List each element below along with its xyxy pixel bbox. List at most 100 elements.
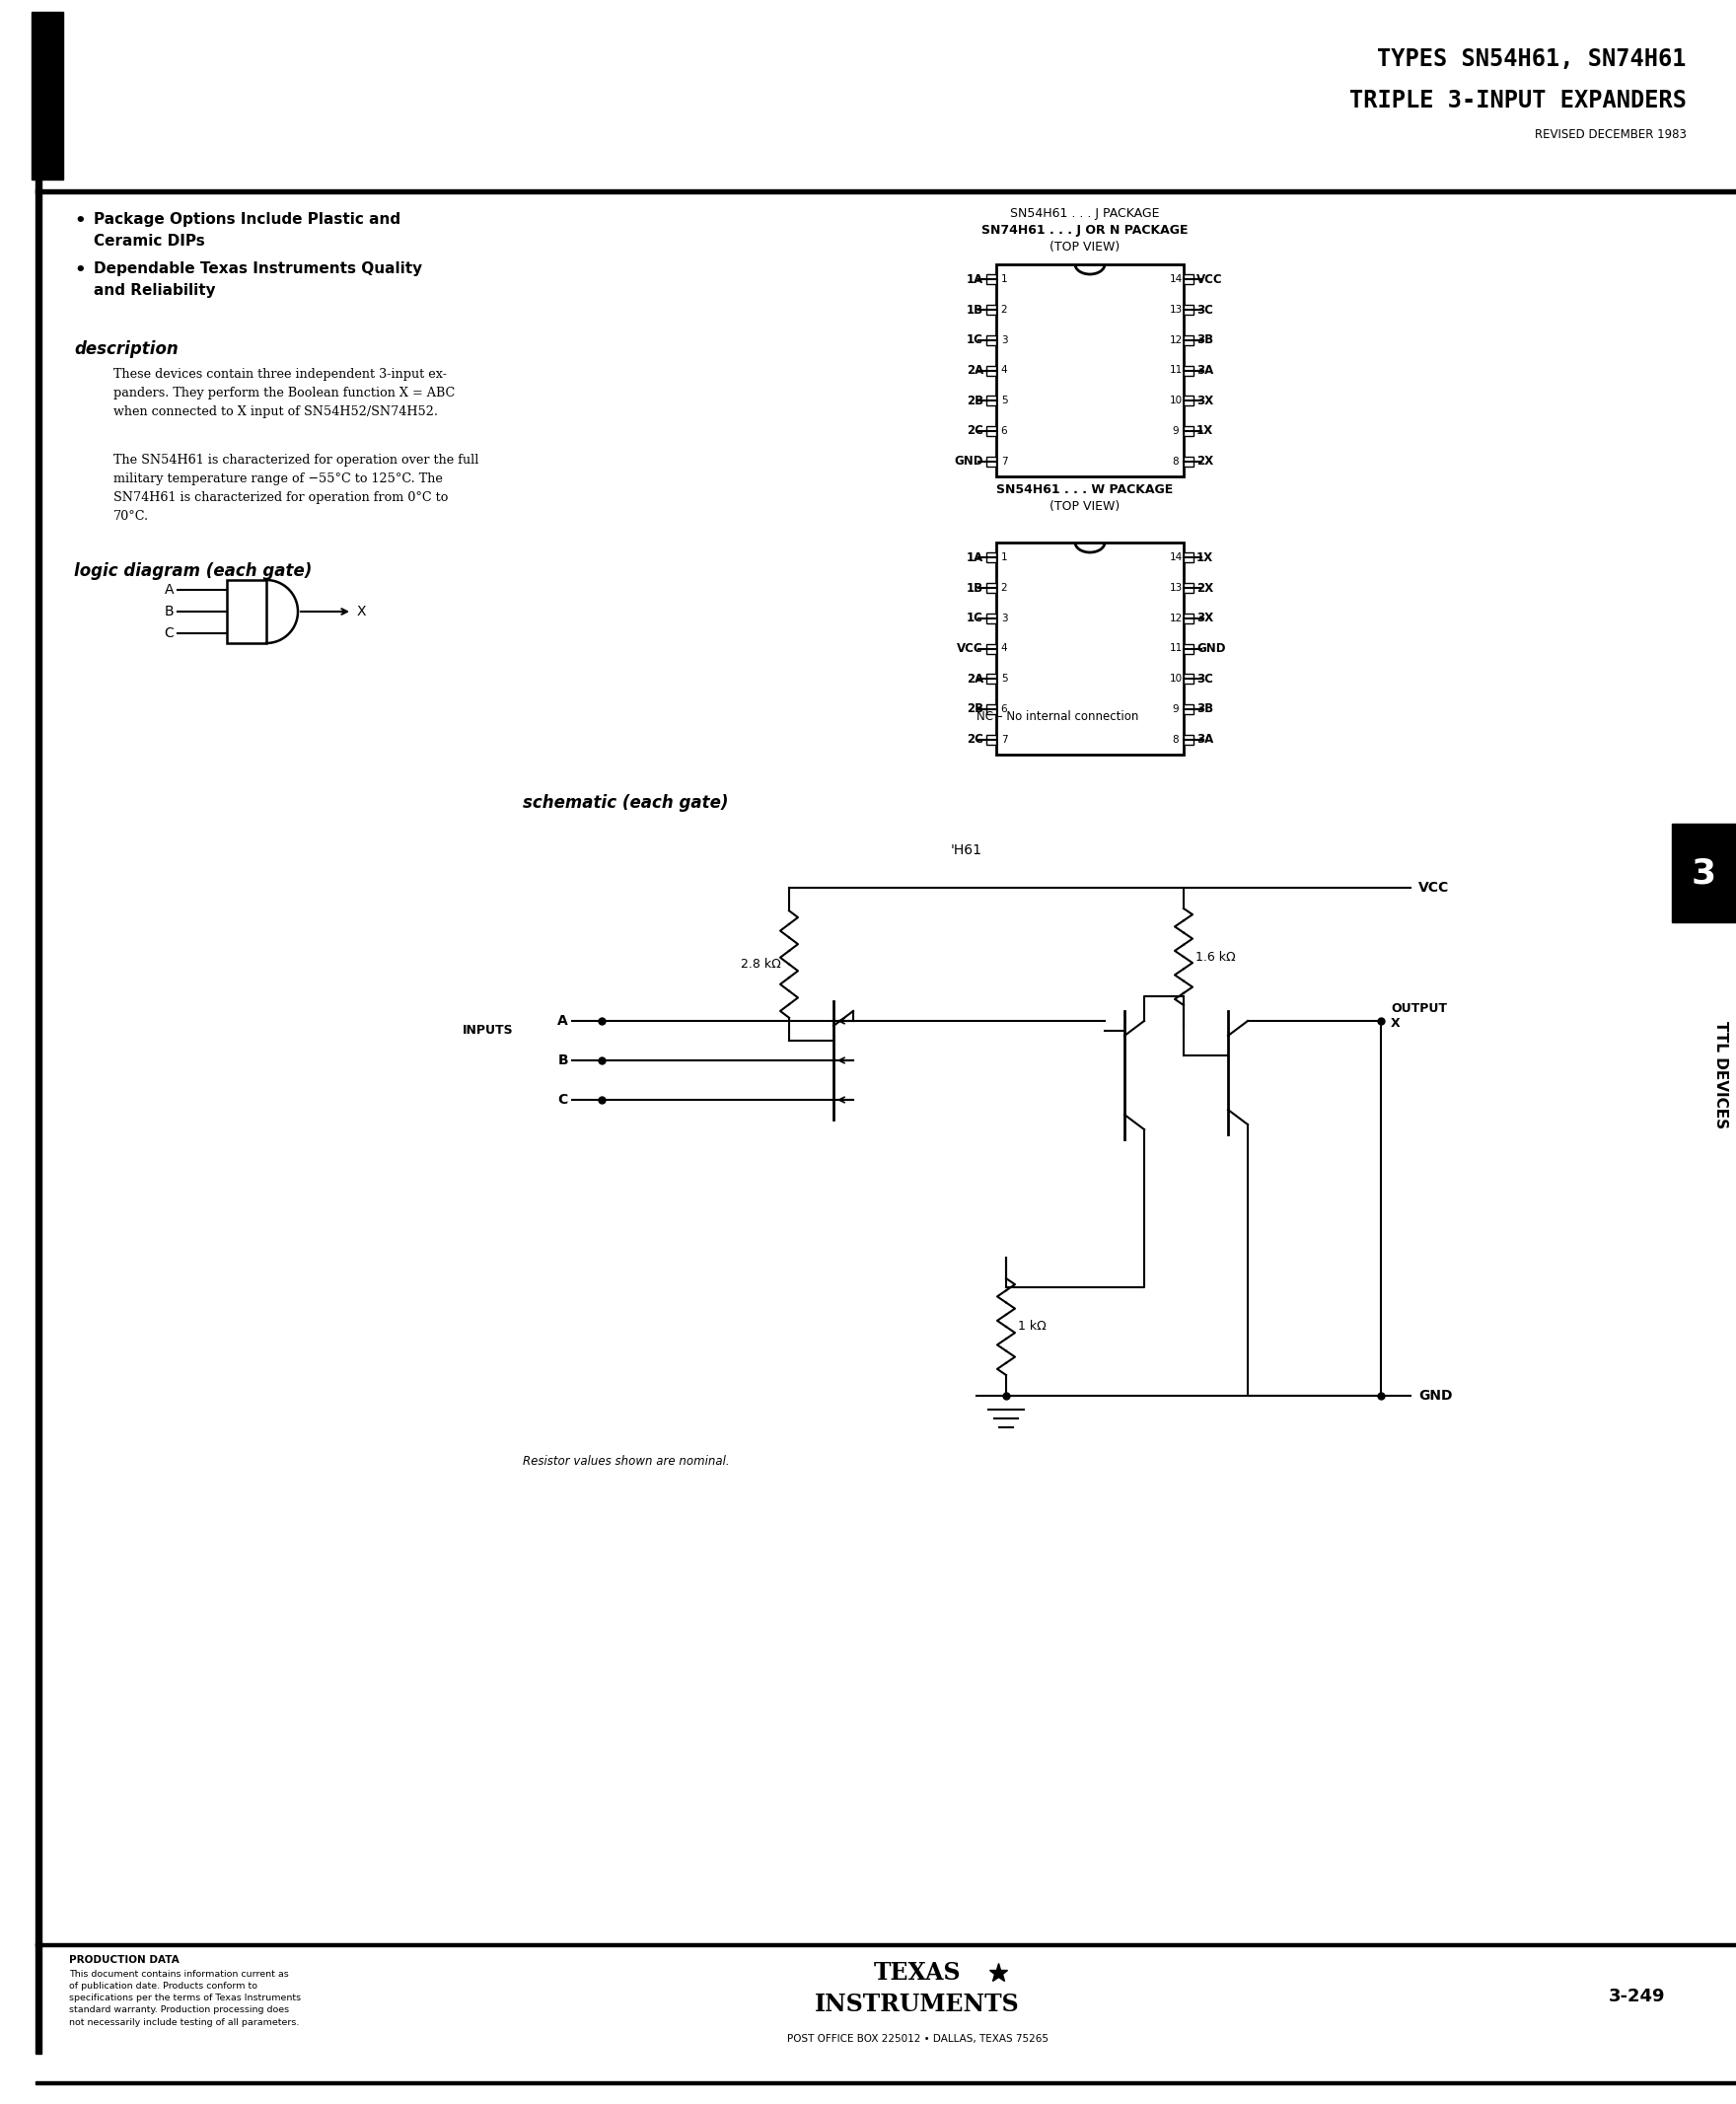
Text: TRIPLE 3-INPUT EXPANDERS: TRIPLE 3-INPUT EXPANDERS (1349, 88, 1687, 112)
Bar (1184, 705, 1194, 713)
Text: 2B: 2B (967, 703, 983, 715)
Bar (1184, 583, 1194, 593)
Text: •: • (75, 261, 85, 280)
Bar (1184, 396, 1194, 406)
Bar (35, 179, 42, 2054)
Text: 13: 13 (1170, 583, 1182, 593)
Text: 6: 6 (1002, 425, 1007, 436)
Text: These devices contain three independent 3-input ex-
panders. They perform the Bo: These devices contain three independent … (113, 368, 455, 419)
Text: 3X: 3X (1196, 393, 1213, 406)
Text: 3: 3 (1002, 614, 1007, 623)
Bar (227, 581, 266, 644)
Text: 6: 6 (1002, 705, 1007, 713)
Text: VCC: VCC (1418, 882, 1450, 894)
Text: PRODUCTION DATA: PRODUCTION DATA (69, 1955, 179, 1965)
Bar (1184, 425, 1194, 436)
Text: 11: 11 (1170, 366, 1182, 375)
Bar (35, 2081, 1736, 2085)
Text: SN74H61 . . . J OR N PACKAGE: SN74H61 . . . J OR N PACKAGE (981, 223, 1189, 238)
Text: •: • (75, 213, 85, 229)
Text: 1B: 1B (967, 581, 983, 593)
Text: 7: 7 (1002, 457, 1007, 467)
Text: 3-249: 3-249 (1609, 1988, 1667, 2005)
Text: TTL DEVICES: TTL DEVICES (1713, 1020, 1729, 1130)
Text: 2C: 2C (967, 425, 983, 438)
Text: GND: GND (1196, 642, 1226, 654)
Bar (986, 276, 996, 284)
Bar (986, 335, 996, 345)
Text: 2: 2 (1002, 583, 1007, 593)
Text: and Reliability: and Reliability (94, 284, 215, 299)
Bar (1184, 366, 1194, 375)
Text: schematic (each gate): schematic (each gate) (523, 793, 729, 812)
Text: 11: 11 (1170, 644, 1182, 654)
Text: REVISED DECEMBER 1983: REVISED DECEMBER 1983 (1535, 128, 1687, 141)
Text: B: B (557, 1054, 568, 1067)
Bar (1184, 734, 1194, 745)
Bar (986, 614, 996, 623)
Bar (986, 644, 996, 654)
Text: 1: 1 (1002, 276, 1007, 284)
Text: logic diagram (each gate): logic diagram (each gate) (75, 562, 312, 581)
Bar (996, 265, 1184, 476)
Bar (1184, 644, 1194, 654)
Bar (986, 673, 996, 684)
Text: POST OFFICE BOX 225012 • DALLAS, TEXAS 75265: POST OFFICE BOX 225012 • DALLAS, TEXAS 7… (786, 2035, 1049, 2043)
Text: 10: 10 (1170, 673, 1182, 684)
Text: 3A: 3A (1196, 364, 1213, 377)
Text: 1C: 1C (967, 335, 983, 347)
Bar (986, 553, 996, 562)
Bar (1672, 823, 1736, 922)
Text: C: C (163, 627, 174, 640)
Bar (986, 734, 996, 745)
Text: 2A: 2A (967, 364, 983, 377)
Text: 3B: 3B (1196, 703, 1213, 715)
Text: 1C: 1C (967, 612, 983, 625)
Text: 3C: 3C (1196, 303, 1213, 316)
Text: 2A: 2A (967, 673, 983, 686)
Text: X: X (358, 604, 366, 619)
Text: 3B: 3B (1196, 335, 1213, 347)
Bar (986, 366, 996, 375)
Text: Package Options Include Plastic and: Package Options Include Plastic and (94, 213, 401, 227)
Text: 10: 10 (1170, 396, 1182, 406)
Text: B: B (165, 604, 174, 619)
Text: 1X: 1X (1196, 551, 1213, 564)
Text: 9: 9 (1172, 705, 1179, 713)
Text: 12: 12 (1170, 614, 1182, 623)
Text: 5: 5 (1002, 673, 1007, 684)
Text: 3: 3 (1691, 856, 1717, 890)
Bar (1184, 276, 1194, 284)
Text: 2X: 2X (1196, 581, 1213, 593)
Text: 12: 12 (1170, 335, 1182, 345)
Text: 4: 4 (1002, 366, 1007, 375)
Text: SN54H61 . . . J PACKAGE: SN54H61 . . . J PACKAGE (1010, 206, 1160, 221)
Text: 1B: 1B (967, 303, 983, 316)
Text: (TOP VIEW): (TOP VIEW) (1050, 240, 1120, 252)
Text: TEXAS: TEXAS (873, 1961, 962, 1984)
Text: 2B: 2B (967, 393, 983, 406)
Bar (1184, 457, 1194, 467)
Bar (996, 543, 1184, 755)
Text: GND: GND (955, 454, 983, 467)
Text: 1.6 kΩ: 1.6 kΩ (1196, 951, 1236, 964)
Text: TYPES SN54H61, SN74H61: TYPES SN54H61, SN74H61 (1377, 48, 1687, 72)
Text: 1A: 1A (967, 274, 983, 286)
Bar (1184, 553, 1194, 562)
Bar (986, 425, 996, 436)
Text: VCC: VCC (957, 642, 983, 654)
Text: 14: 14 (1170, 553, 1182, 562)
Bar (1184, 305, 1194, 316)
Text: 3: 3 (1002, 335, 1007, 345)
Text: 8: 8 (1172, 734, 1179, 745)
Text: 2C: 2C (967, 732, 983, 745)
Text: 3A: 3A (1196, 732, 1213, 745)
Text: 14: 14 (1170, 276, 1182, 284)
Text: C: C (557, 1092, 568, 1107)
Text: 3X: 3X (1196, 612, 1213, 625)
Text: description: description (75, 341, 179, 358)
Text: This document contains information current as
of publication date. Products conf: This document contains information curre… (69, 1969, 300, 2026)
Text: 2: 2 (1002, 305, 1007, 316)
Text: SN54H61 . . . W PACKAGE: SN54H61 . . . W PACKAGE (996, 484, 1174, 497)
Text: The SN54H61 is characterized for operation over the full
military temperature ra: The SN54H61 is characterized for operati… (113, 454, 479, 522)
